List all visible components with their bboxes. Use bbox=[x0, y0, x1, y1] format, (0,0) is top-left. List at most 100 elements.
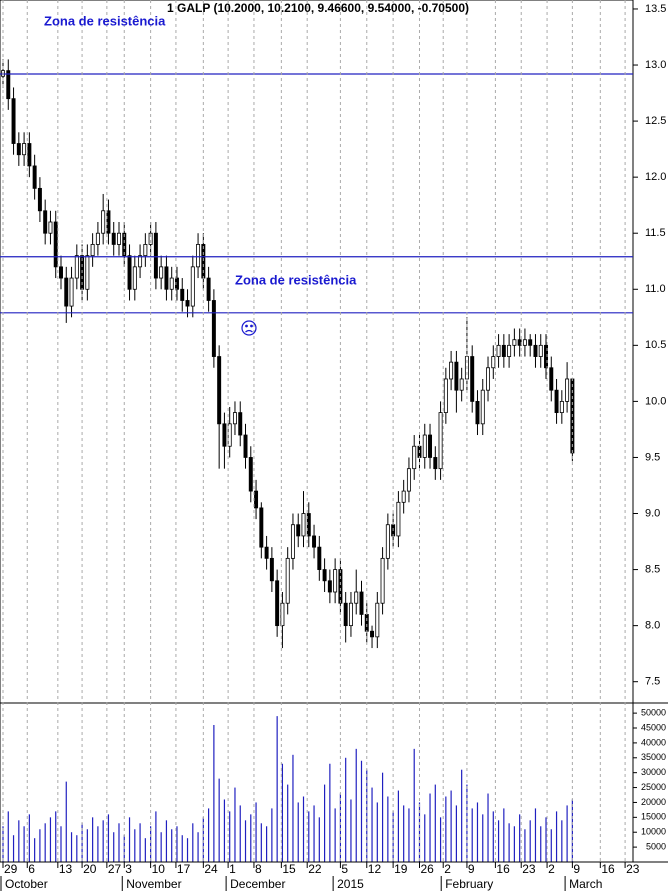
x-tick-label: 5 bbox=[341, 862, 348, 876]
x-tick-label: 27 bbox=[108, 862, 122, 876]
candle-body bbox=[174, 277, 179, 290]
x-tick-label: 23 bbox=[626, 862, 640, 876]
candle-body bbox=[528, 339, 533, 346]
month-label: October bbox=[5, 877, 48, 891]
candle-body bbox=[385, 524, 390, 559]
candle-body bbox=[491, 356, 496, 369]
candle-body bbox=[565, 378, 570, 402]
volume-tick-label: 30000 bbox=[641, 767, 666, 777]
x-tick-label: 15 bbox=[282, 862, 296, 876]
candle-body bbox=[348, 602, 353, 627]
y-tick-label: 9.5 bbox=[645, 451, 660, 463]
candle-body bbox=[285, 557, 290, 604]
x-tick-label: 17 bbox=[177, 862, 191, 876]
candle-body bbox=[259, 507, 264, 548]
candle-body bbox=[11, 98, 16, 144]
candle-body bbox=[127, 255, 132, 290]
candle-body bbox=[85, 255, 90, 290]
candle-body bbox=[169, 277, 174, 290]
x-tick-label: 2 bbox=[548, 862, 555, 876]
candle-body bbox=[280, 602, 285, 627]
candle-body bbox=[317, 546, 322, 570]
candle-body bbox=[43, 210, 48, 234]
x-tick-label: 3 bbox=[125, 862, 132, 876]
candle-body bbox=[269, 557, 274, 582]
candle-body bbox=[217, 356, 222, 425]
volume-tick-label: 25000 bbox=[641, 782, 666, 792]
candle-body bbox=[401, 490, 406, 503]
volume-tick-label: 15000 bbox=[641, 812, 666, 822]
candle-body bbox=[406, 468, 411, 492]
x-tick-label: 22 bbox=[308, 862, 322, 876]
x-tick-label: 19 bbox=[394, 862, 408, 876]
candle-body bbox=[549, 367, 554, 391]
candle-body bbox=[211, 300, 216, 357]
candle-body bbox=[522, 339, 527, 346]
candle-body bbox=[544, 344, 548, 369]
x-tick-label: 23 bbox=[522, 862, 536, 876]
y-tick-label: 11.0 bbox=[645, 283, 666, 295]
candle-body bbox=[180, 288, 185, 301]
volume-tick-label: 45000 bbox=[641, 722, 666, 732]
candle-body bbox=[138, 255, 143, 268]
y-tick-label: 9.0 bbox=[645, 507, 660, 519]
candle-body bbox=[53, 221, 58, 268]
candle-body bbox=[37, 187, 42, 212]
y-tick-label: 8.5 bbox=[645, 563, 660, 575]
month-label: 2015 bbox=[337, 877, 364, 891]
candle-body bbox=[412, 445, 417, 470]
candle-body bbox=[312, 535, 317, 548]
volume-tick-label: 20000 bbox=[641, 797, 666, 807]
x-tick-label: 16 bbox=[496, 862, 510, 876]
candle-body bbox=[364, 614, 369, 632]
candle-body bbox=[238, 412, 243, 436]
candle-body bbox=[264, 546, 269, 559]
candle-body bbox=[248, 457, 253, 492]
x-tick-label: 16 bbox=[601, 862, 615, 876]
x-tick-label: 9 bbox=[573, 862, 580, 876]
candle-body bbox=[90, 244, 95, 257]
candle-body bbox=[501, 344, 506, 357]
x-tick-label: 26 bbox=[420, 862, 434, 876]
candle-body bbox=[354, 591, 359, 604]
volume-tick-label: 10000 bbox=[641, 827, 666, 837]
candle-body bbox=[159, 266, 164, 279]
x-tick-label: 20 bbox=[83, 862, 97, 876]
candle-body bbox=[185, 300, 190, 307]
candle-body bbox=[533, 344, 538, 357]
x-tick-label: 29 bbox=[4, 862, 18, 876]
candle-body bbox=[101, 210, 106, 234]
y-tick-label: 12.0 bbox=[645, 171, 666, 183]
candle-body bbox=[143, 244, 148, 257]
candle-body bbox=[164, 266, 169, 290]
candle-body bbox=[327, 580, 332, 593]
candle-body bbox=[48, 221, 53, 234]
candle-body bbox=[190, 266, 195, 307]
candle-body bbox=[512, 339, 517, 346]
candle-body bbox=[443, 378, 448, 414]
candle-body bbox=[117, 232, 121, 245]
candle-body bbox=[433, 457, 438, 470]
x-tick-label: 6 bbox=[28, 862, 35, 876]
month-label: February bbox=[445, 877, 493, 891]
y-tick-label: 13.5 bbox=[645, 3, 666, 15]
candle-body bbox=[254, 490, 259, 509]
month-label: November bbox=[126, 877, 181, 891]
candle-body bbox=[59, 266, 63, 279]
candle-body bbox=[64, 277, 69, 307]
volume-tick-label: 5000 bbox=[646, 841, 666, 851]
candle-body bbox=[338, 569, 343, 604]
candle-body bbox=[333, 569, 338, 593]
candle-body bbox=[480, 389, 485, 425]
candle-body bbox=[470, 356, 475, 402]
y-tick-label: 12.5 bbox=[645, 115, 666, 127]
candle-body bbox=[422, 434, 427, 458]
candle-body bbox=[148, 232, 153, 245]
candle-body bbox=[69, 277, 74, 307]
candle-body bbox=[554, 389, 559, 414]
x-tick-label: 8 bbox=[255, 862, 262, 876]
candle-body bbox=[301, 513, 306, 537]
month-label: March bbox=[569, 877, 602, 891]
candle-body bbox=[74, 255, 79, 279]
